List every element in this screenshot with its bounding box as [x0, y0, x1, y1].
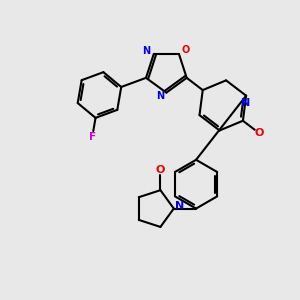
Text: O: O [156, 165, 165, 175]
Text: O: O [254, 128, 263, 138]
Text: F: F [89, 132, 96, 142]
Text: N: N [241, 98, 250, 108]
Text: N: N [142, 46, 150, 56]
Text: N: N [156, 91, 164, 100]
Text: O: O [181, 45, 190, 56]
Text: N: N [175, 201, 184, 211]
